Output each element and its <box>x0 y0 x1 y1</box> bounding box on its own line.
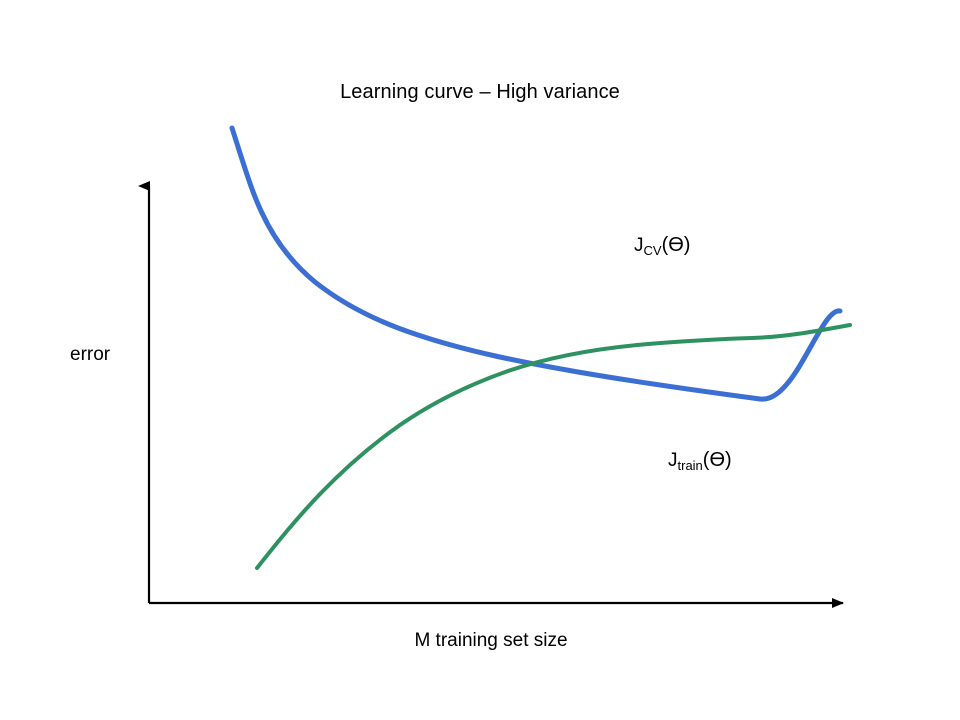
page-title: Learning curve – High variance <box>340 81 620 103</box>
jtrain-subscript: train <box>677 458 703 473</box>
jtrain-base: J <box>668 450 678 471</box>
jcv-base: J <box>634 235 644 256</box>
x-axis-label: M training set size <box>414 630 568 651</box>
jcv-subscript: CV <box>643 243 662 258</box>
jcv-series-label: JCV(Ө) <box>634 234 691 258</box>
y-axis-label: error <box>70 344 111 365</box>
jtrain-theta-suffix: (Ө) <box>702 449 732 471</box>
jtrain-series-label: Jtrain(Ө) <box>668 449 732 473</box>
jtrain-curve <box>255 323 852 570</box>
jcv-theta-suffix: (Ө) <box>661 234 691 256</box>
jcv-curve <box>229 125 843 402</box>
